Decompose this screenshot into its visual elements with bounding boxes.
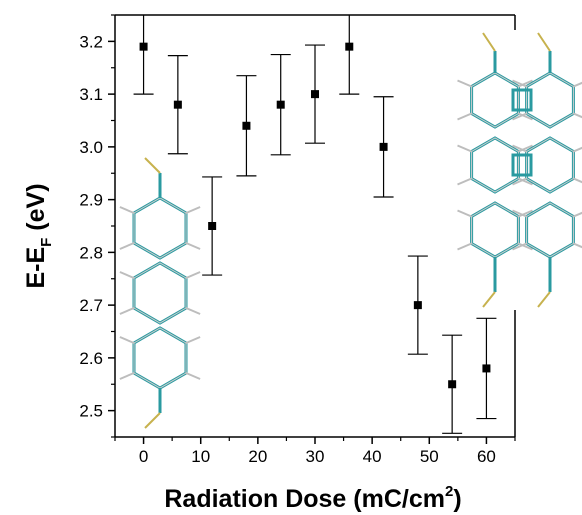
data-point — [208, 222, 217, 230]
y-tick-label: 2.6 — [79, 349, 103, 368]
data-point — [379, 142, 388, 151]
x-tick-label: 30 — [306, 447, 325, 466]
data-point — [139, 42, 148, 51]
x-tick-label: 0 — [139, 447, 148, 466]
x-tick-label: 60 — [477, 447, 496, 466]
y-tick-label: 2.8 — [79, 243, 103, 262]
data-point — [448, 380, 457, 389]
data-point — [242, 121, 251, 130]
y-tick-label: 2.5 — [79, 402, 103, 421]
data-point — [413, 301, 422, 310]
x-tick-label: 10 — [191, 447, 210, 466]
data-point — [482, 364, 491, 373]
axis-ticks: 0 10 20 30 40 50 60 2.5 2.6 2.7 2.8 2.9 3.0 3.1 3.2 — [79, 14, 516, 466]
x-tick-label: 50 — [420, 447, 439, 466]
y-axis-title: E-EF (eV) — [22, 183, 55, 288]
coupled-polycyclic-molecule-icon — [457, 32, 582, 308]
y-tick-label: 3.2 — [79, 32, 103, 51]
x-tick-label: 40 — [363, 447, 382, 466]
error-bars — [133, 15, 497, 434]
y-tick-label: 3.1 — [79, 85, 103, 104]
y-tick-label: 3.0 — [79, 138, 103, 157]
x-axis-title: Radiation Dose (mC/cm2) — [164, 483, 461, 513]
data-point — [311, 90, 319, 99]
data-point — [276, 100, 285, 109]
molecule-insets — [119, 32, 582, 429]
y-tick-label: 2.9 — [79, 191, 103, 210]
terphenyl-molecule-icon — [119, 157, 201, 429]
data-points — [139, 42, 491, 389]
data-point — [345, 42, 354, 51]
x-tick-label: 20 — [248, 447, 267, 466]
data-point — [173, 100, 182, 109]
y-tick-label: 2.7 — [79, 296, 103, 315]
